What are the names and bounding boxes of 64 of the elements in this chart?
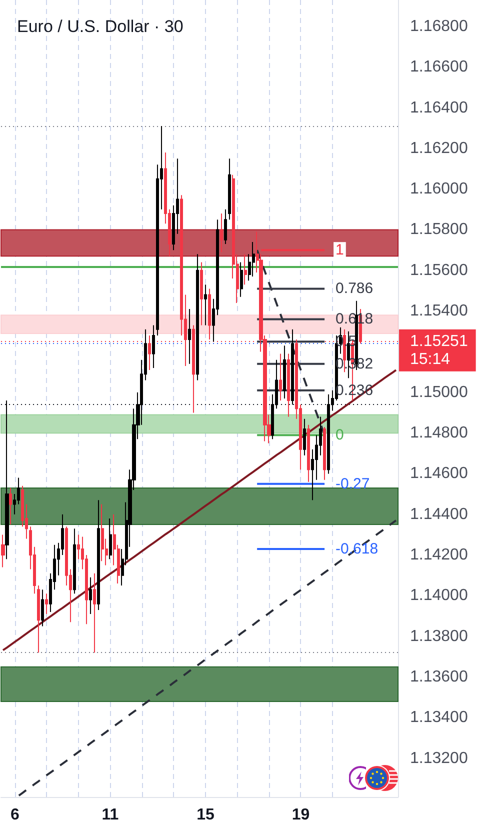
y-tick-label: 1.14800 [410,424,468,442]
line-series [18,519,398,797]
candlestick [240,262,243,298]
series-label: 1 [336,242,344,259]
candlestick [73,528,76,594]
candlestick [1,534,5,568]
candlestick [9,487,12,526]
y-tick-label: 1.15800 [410,221,468,238]
candlestick [196,254,199,381]
candlestick [101,504,104,562]
ref-line-label: 1.15251 15:14 [410,332,468,368]
series-label: 0.786 [336,280,374,298]
candlestick [109,518,112,560]
candlestick [279,353,282,402]
y-tick-label: 1.14200 [410,546,468,564]
candlestick [228,158,231,220]
y-tick-label: 1.16000 [410,180,468,198]
x-tick-label: 19 [292,806,310,824]
candlestick [188,308,191,364]
series-label: -0.618 [336,540,378,558]
candlestick [45,593,48,615]
candlestick [200,262,203,326]
candlestick [192,324,195,414]
candlestick [204,284,207,326]
y-tick-label: 1.16800 [410,18,468,35]
x-tick-label: 6 [10,806,20,824]
candlestick [152,324,155,369]
candlestick [244,254,247,286]
series-label: 0 [336,426,344,444]
candlestick [327,394,330,474]
candlestick [5,400,9,560]
y-tick-label: 1.14600 [410,465,468,482]
candlestick [37,585,40,654]
y-tick-label: 1.13400 [410,709,468,726]
y-tick-label: 1.13800 [410,628,468,645]
series-label: 0.5 [336,333,356,350]
line-series [2,369,398,652]
y-tick-label: 1.14400 [410,506,468,523]
candlestick [93,572,96,654]
y-tick-label: 1.15600 [410,262,468,279]
candlestick [307,424,310,482]
text: Euro / U.S. Dollar · 30 [17,17,184,36]
candlestick [220,212,223,253]
y-tick-label: 1.16400 [410,99,468,116]
y-tick-label: 1.15400 [410,302,468,320]
x-tick-label: 15 [196,806,214,824]
candlestick [97,500,100,610]
candlestick [291,328,294,406]
y-tick-label: 1.15000 [410,384,468,401]
y-tick-label: 1.13600 [410,668,468,686]
candlestick [323,426,326,480]
x-tick-label: 11 [102,806,119,824]
candlestick [283,345,286,399]
candlestick [148,334,151,371]
candlestick [303,418,306,456]
candlestick [89,576,92,615]
y-tick-label: 1.16200 [410,140,468,157]
candlestick [252,241,255,278]
y-tick-label: 1.16600 [410,58,468,76]
candlestick [224,208,227,244]
candlestick [41,589,44,627]
candlestick [287,353,290,418]
y-tick-label: 1.13200 [410,750,468,767]
y-tick-label: 1.14000 [410,587,468,604]
